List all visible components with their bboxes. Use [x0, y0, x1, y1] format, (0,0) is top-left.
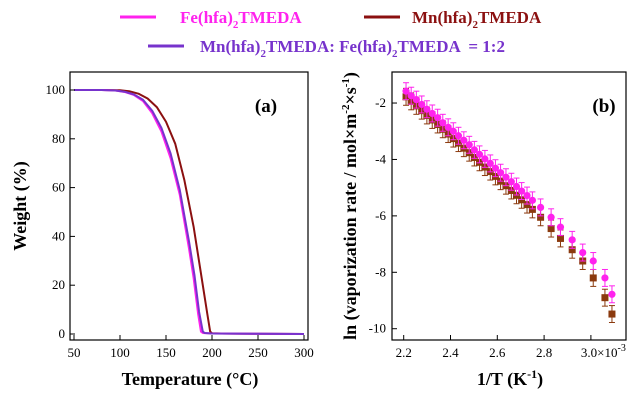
point-fe-26 [547, 213, 555, 221]
y-axis-title-a: Weight (%) [10, 161, 31, 251]
panel-b: 2.2 2.4 2.6 2.8 3.0×10-3 -10 -8 -6 -4 -2 (b) 1/T… [340, 71, 627, 390]
x-tick-label-a-4: 250 [248, 345, 268, 360]
point-mn-32 [608, 310, 616, 318]
y-axis-a: 0 20 40 60 80 100 [46, 82, 75, 341]
point-mn-25 [537, 213, 545, 221]
y-tick-label-a-2: 40 [52, 228, 65, 243]
point-fe-21 [512, 182, 521, 191]
point-mn-31 [601, 294, 609, 302]
y-axis-title-b: ln (vaporization rate / mol×m-2×s-1) [340, 72, 361, 340]
point-mn-23 [523, 201, 531, 209]
point-fe-11 [460, 136, 468, 144]
plot-frame-b [391, 71, 627, 341]
legend: Fe(hfa)2TMEDA Mn(hfa)2TMEDA Mn(hfa)2TMED… [120, 8, 542, 60]
point-fe-15 [481, 155, 489, 163]
y-tick-label-b-0: -10 [369, 321, 386, 336]
y-tick-label-a-5: 100 [46, 82, 66, 97]
point-fe-31 [601, 274, 609, 282]
x-tick-label-a-2: 150 [156, 345, 176, 360]
point-fe-8 [444, 123, 452, 131]
legend-label-mix: Mn(hfa)2TMEDA: Fe(hfa)2TMEDA = 1:2 [200, 37, 505, 60]
series-mn-line [74, 89, 305, 335]
x-tick-label-b-0: 2.2 [396, 345, 412, 360]
point-fe-28 [568, 236, 576, 244]
x-axis-a: 50 100 150 200 250 300 [68, 335, 314, 360]
point-mn-28 [568, 246, 576, 254]
series-layer-a [74, 89, 305, 335]
point-fe-29 [579, 248, 587, 257]
x-axis-title-b: 1/T (K-1) [477, 367, 543, 390]
point-fe-24 [528, 196, 537, 204]
x-axis-title-a: Temperature (°C) [122, 369, 259, 390]
panel-label-b: (b) [592, 96, 615, 117]
y-tick-label-a-3: 60 [52, 180, 65, 195]
legend-item-mn: Mn(hfa)2TMEDA [364, 8, 542, 31]
plot-frame-a [69, 71, 309, 341]
series-fe-line [74, 89, 305, 335]
point-fe-30 [589, 257, 597, 265]
y-tick-label-a-1: 20 [52, 277, 65, 292]
point-fe-23 [523, 191, 531, 200]
point-fe-20 [507, 178, 515, 186]
point-fe-5 [428, 109, 436, 118]
point-fe-13 [470, 146, 478, 154]
point-fe-1 [407, 92, 415, 100]
y-tick-label-b-2: -6 [375, 208, 386, 223]
x-tick-label-a-3: 200 [202, 345, 222, 360]
x-tick-label-b-2: 2.6 [489, 345, 506, 360]
x-tick-label-b-1: 2.4 [442, 345, 459, 360]
legend-label-fe: Fe(hfa)2TMEDA [180, 8, 302, 31]
legend-label-mn: Mn(hfa)2TMEDA [412, 8, 542, 31]
x-tick-label-a-0: 50 [68, 345, 81, 360]
x-axis-b: 2.2 2.4 2.6 2.8 3.0×10-3 [396, 335, 626, 360]
point-mn-30 [589, 274, 597, 282]
point-fe-6 [434, 114, 442, 122]
point-fe-12 [465, 141, 473, 149]
point-mn-26 [547, 225, 555, 233]
y-axis-b: -10 -8 -6 -4 -2 [369, 95, 397, 336]
point-fe-25 [536, 203, 545, 212]
point-fe-16 [486, 159, 494, 168]
x-tick-label-b-4: 3.0×10-3 [581, 343, 626, 360]
x-tick-label-a-5: 300 [294, 345, 314, 360]
y-tick-label-b-4: -2 [375, 95, 386, 110]
point-fe-18 [496, 169, 505, 177]
point-fe-17 [491, 164, 500, 172]
point-fe-19 [502, 173, 510, 181]
point-mn-24 [528, 205, 536, 213]
point-fe-14 [475, 150, 484, 158]
y-tick-label-a-0: 0 [59, 326, 66, 341]
series-layer-b [402, 82, 616, 324]
x-tick-label-b-3: 2.8 [536, 345, 552, 360]
point-fe-9 [449, 127, 457, 135]
point-fe-0 [402, 87, 410, 95]
y-tick-label-b-1: -8 [375, 264, 386, 279]
point-mn-27 [556, 234, 564, 242]
point-fe-10 [454, 132, 463, 140]
point-fe-22 [518, 187, 526, 195]
y-tick-label-a-4: 80 [52, 131, 65, 146]
series-mix-line [74, 89, 305, 335]
panel-label-a: (a) [255, 96, 277, 117]
point-fe-3 [418, 100, 426, 109]
point-fe-4 [423, 105, 431, 113]
point-fe-7 [439, 119, 447, 127]
panel-a: 50 100 150 200 250 300 0 20 40 60 80 100 (a) Tempe… [10, 71, 314, 390]
point-fe-27 [556, 223, 565, 231]
x-exponent-b: -3 [617, 343, 625, 354]
x-tick-label-a-1: 100 [110, 345, 130, 360]
legend-item-mix: Mn(hfa)2TMEDA: Fe(hfa)2TMEDA = 1:2 [148, 37, 505, 60]
point-fe-32 [608, 290, 616, 298]
legend-item-fe: Fe(hfa)2TMEDA [120, 8, 302, 31]
y-tick-label-b-3: -4 [375, 151, 386, 166]
point-fe-2 [412, 96, 420, 104]
